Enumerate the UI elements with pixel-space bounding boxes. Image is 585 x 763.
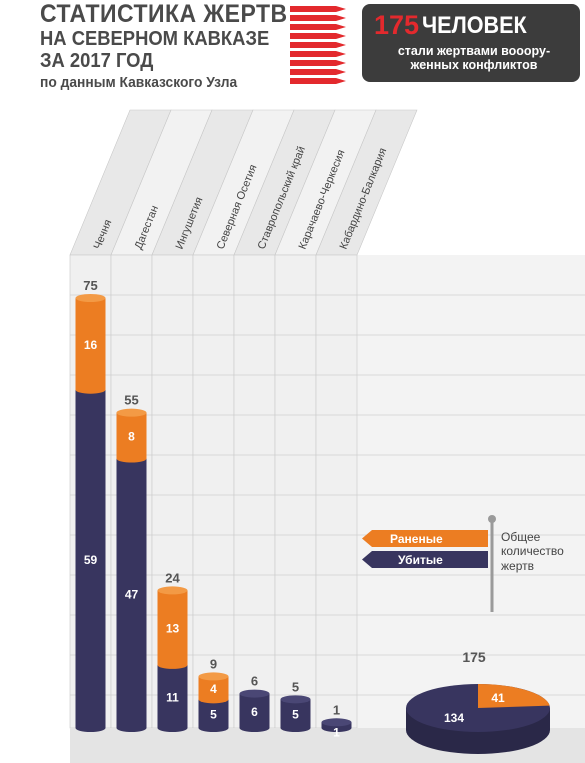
bar-wounded: [75, 298, 106, 394]
column-background: [315, 254, 358, 729]
banner-subtitle-line-1: стали жертвами вооору-: [397, 44, 551, 58]
legend-wounded-swatch: [362, 530, 488, 547]
bar-top: [239, 689, 270, 698]
bar-killed: [280, 699, 311, 732]
legend-total-note: Общее количество жертв: [501, 530, 585, 573]
chart-title: СТАТИСТИКА ЖЕРТВ НА СЕВЕРНОМ КАВКАЗЕ ЗА …: [40, 0, 288, 91]
bar-wounded: [157, 590, 188, 669]
data-label-killed: 1: [333, 725, 340, 739]
legend-total-line-1: Общее: [501, 530, 541, 544]
pie-slice-wounded: [478, 684, 550, 708]
bar-killed: [239, 693, 270, 732]
pie-label-wounded: 41: [491, 691, 505, 705]
title-source: по данным Кавказского Узла: [40, 74, 238, 91]
data-label-wounded: 4: [210, 682, 217, 696]
data-label-killed: 5: [210, 708, 217, 722]
bar-top: [280, 695, 311, 704]
data-label-total: 1: [333, 702, 340, 717]
data-label-wounded: 13: [166, 622, 180, 636]
bar-top: [157, 586, 188, 595]
data-label-wounded: 8: [128, 430, 135, 444]
bar-killed: [116, 458, 147, 732]
legend: [362, 515, 496, 612]
column-background: [192, 254, 235, 729]
data-label-wounded: 16: [84, 338, 98, 352]
bar-top: [75, 294, 106, 302]
bar-wounded: [198, 676, 229, 704]
right-panel-background: [357, 255, 585, 728]
bar-killed: [75, 389, 106, 732]
data-label-total: 6: [251, 674, 258, 689]
column-background: [233, 254, 276, 729]
data-label-total: 5: [292, 679, 299, 694]
data-label-total: 55: [124, 393, 138, 408]
data-label-total: 9: [210, 656, 217, 671]
total-banner: 175 ЧЕЛОВЕК стали жертвами вооору- женны…: [362, 4, 580, 82]
data-label-killed: 11: [166, 690, 179, 704]
pie-label-killed: 134: [444, 711, 464, 725]
title-line-2: НА СЕВЕРНОМ КАВКАЗЕ: [40, 28, 270, 50]
column-background: [274, 254, 317, 729]
banner-subtitle: стали жертвами вооору- женных конфликтов: [376, 44, 572, 73]
data-label-total: 75: [83, 278, 97, 293]
legend-killed-label: Убитые: [398, 553, 443, 567]
title-line-3: ЗА 2017 ГОД: [40, 50, 154, 72]
data-label-killed: 6: [251, 705, 258, 719]
pie-total-label: 175: [462, 649, 486, 665]
bar-killed: [157, 664, 188, 732]
legend-killed-swatch: [362, 551, 488, 568]
legend-total-line-3: жертв: [501, 558, 534, 573]
bar-wounded: [116, 412, 147, 463]
banner-subtitle-line-2: женных конфликтов: [410, 58, 538, 73]
bar-series: [75, 294, 352, 732]
bar-top: [321, 718, 352, 727]
bar-top: [116, 408, 147, 417]
banner-number: 175: [374, 10, 420, 40]
data-label-total: 24: [165, 570, 180, 585]
bar-top: [198, 672, 229, 681]
legend-total-line-2: количество: [501, 544, 564, 559]
banner-heading: ЧЕЛОВЕК: [422, 12, 527, 39]
data-label-killed: 47: [125, 587, 139, 601]
pie-chart: 41 134 175: [406, 649, 550, 754]
bullets-icon: [290, 6, 346, 84]
data-label-killed: 59: [84, 553, 98, 567]
chart-grid: [69, 109, 585, 763]
bar-killed: [198, 699, 229, 732]
data-label-killed: 5: [292, 708, 299, 722]
legend-wounded-label: Раненые: [390, 532, 443, 546]
title-line-1: СТАТИСТИКА ЖЕРТВ: [40, 0, 288, 28]
legend-dot: [488, 515, 496, 523]
